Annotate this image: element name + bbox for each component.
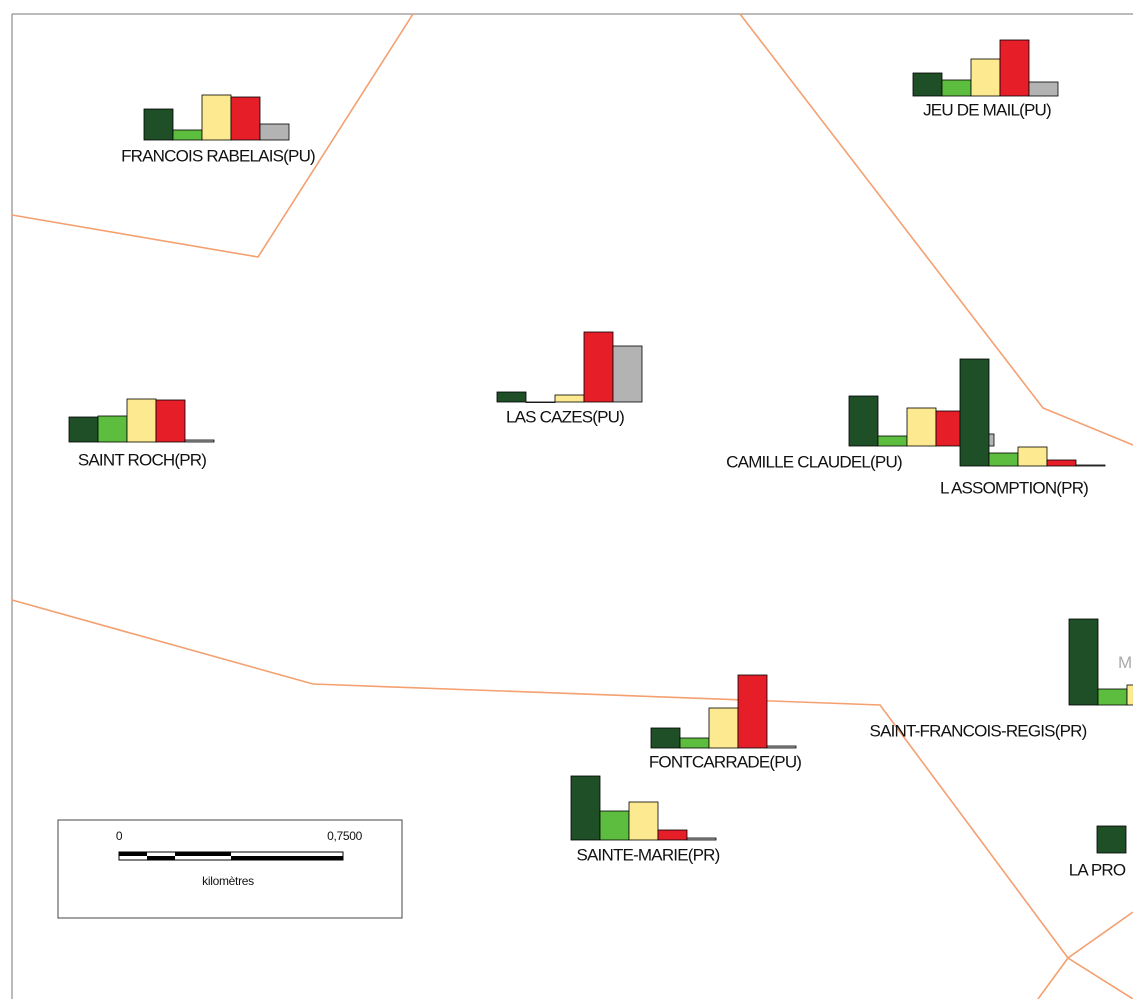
scale-end: 0,7500 <box>327 829 363 843</box>
bar <box>1097 688 1128 706</box>
bar <box>906 407 937 447</box>
boundary <box>11 13 414 258</box>
bar <box>68 416 99 443</box>
bar <box>259 123 290 141</box>
bar <box>172 129 203 141</box>
bar <box>657 829 688 841</box>
bar <box>155 399 186 443</box>
boundary <box>11 599 1133 999</box>
bar <box>570 775 601 841</box>
bar <box>959 358 990 467</box>
bar <box>143 108 174 141</box>
school-label: L ASSOMPTION(PR) <box>940 478 1088 497</box>
bar <box>970 58 1001 97</box>
school-label: SAINT-FRANCOIS-REGIS(PR) <box>870 721 1087 740</box>
scale-seg <box>175 852 231 856</box>
bar <box>877 435 908 447</box>
bar <box>1068 618 1099 706</box>
scale-seg <box>231 856 343 860</box>
bar <box>496 391 527 403</box>
scale-seg <box>147 856 175 860</box>
partial-text: M <box>1118 653 1131 672</box>
school-label: FONTCARRADE(PU) <box>649 752 801 771</box>
bar <box>848 395 879 447</box>
scale-unit: kilomètres <box>202 874 254 888</box>
charts: FRANCOIS RABELAIS(PU) JEU DE MAIL(PU) LAS … <box>68 39 1133 879</box>
bar <box>1075 464 1106 467</box>
bar <box>999 39 1030 97</box>
bar <box>686 837 717 841</box>
bar <box>230 96 261 141</box>
bar <box>554 394 585 403</box>
bar <box>941 79 972 97</box>
bar <box>1096 825 1127 854</box>
boundary <box>1037 911 1133 999</box>
bar <box>184 439 215 443</box>
scale-box <box>57 819 403 919</box>
bar <box>201 94 232 141</box>
bar <box>708 707 739 749</box>
bar <box>1028 81 1059 97</box>
bar <box>628 801 659 841</box>
bar <box>988 452 1019 467</box>
bar <box>126 398 157 443</box>
bar <box>1017 446 1048 467</box>
bar <box>912 72 943 97</box>
bar <box>1126 684 1133 706</box>
bar <box>650 727 681 749</box>
scale-start: 0 <box>116 829 123 843</box>
bar <box>737 674 768 749</box>
bar <box>599 810 630 841</box>
school-label: SAINT ROCH(PR) <box>78 450 206 469</box>
school-label: LA PRO <box>1069 860 1126 879</box>
bar <box>612 345 643 403</box>
bar <box>525 401 556 403</box>
bar <box>766 745 797 749</box>
bar <box>583 331 614 403</box>
bar <box>97 415 128 443</box>
school-label: CAMILLE CLAUDEL(PU) <box>726 452 902 471</box>
school-label: SAINTE-MARIE(PR) <box>576 845 719 864</box>
school-label: JEU DE MAIL(PU) <box>923 100 1051 119</box>
boundaries <box>11 13 1133 999</box>
scale-seg <box>119 852 147 856</box>
school-label: FRANCOIS RABELAIS(PU) <box>121 146 315 165</box>
boundary <box>739 13 1133 446</box>
school-label: LAS CAZES(PU) <box>506 407 624 426</box>
bar <box>1046 459 1077 467</box>
scale-bar: 0 0,7500 kilomètres <box>57 819 403 919</box>
bar <box>679 737 710 749</box>
